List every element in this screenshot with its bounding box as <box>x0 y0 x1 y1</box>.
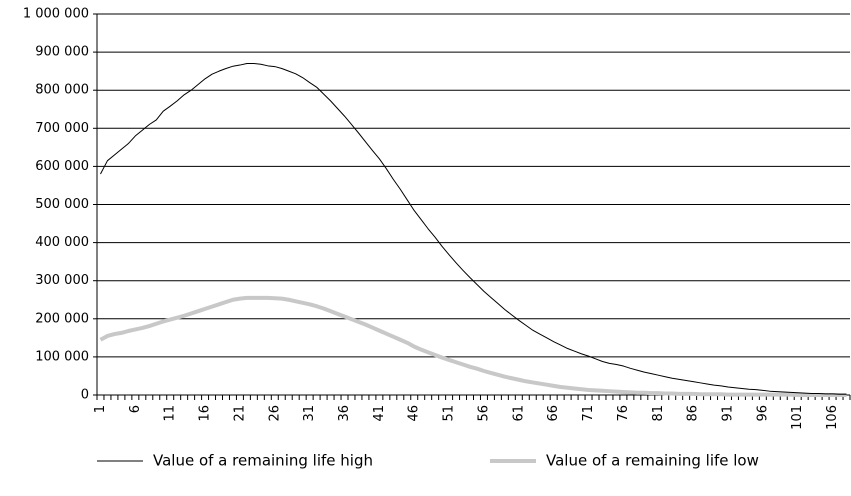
x-tick-label: 46 <box>407 405 422 422</box>
legend-label: Value of a remaining life high <box>153 452 373 470</box>
x-tick-label: 26 <box>267 405 282 422</box>
y-tick-label: 100 000 <box>35 349 89 364</box>
x-tick-label: 56 <box>476 405 491 422</box>
x-tick-label: 51 <box>442 405 457 422</box>
x-tick-label: 16 <box>198 405 213 422</box>
series-line <box>100 63 847 395</box>
x-tick-label: 31 <box>302 405 317 422</box>
y-tick-label: 500 000 <box>35 197 89 212</box>
x-tick-label: 71 <box>581 405 596 422</box>
x-tick-label: 61 <box>511 405 526 422</box>
x-tick-label: 6 <box>128 405 143 413</box>
x-tick-label: 76 <box>616 405 631 422</box>
x-tick-label: 101 <box>790 405 805 430</box>
x-tick-label: 91 <box>720 405 735 422</box>
x-tick-label: 21 <box>232 405 247 422</box>
y-tick-label: 400 000 <box>35 235 89 250</box>
x-tick-label: 81 <box>651 405 666 422</box>
y-tick-label: 800 000 <box>35 83 89 98</box>
x-tick-label: 106 <box>825 405 840 430</box>
y-tick-label: 0 <box>81 388 89 403</box>
x-tick-label: 36 <box>337 405 352 422</box>
series-line <box>99 295 847 397</box>
legend-label: Value of a remaining life low <box>546 452 759 470</box>
x-tick-label: 66 <box>546 405 561 422</box>
y-tick-label: 1 000 000 <box>23 7 89 22</box>
x-tick-label: 96 <box>755 405 770 422</box>
x-tick-label: 41 <box>372 405 387 422</box>
x-tick-label: 1 <box>93 405 108 413</box>
x-tick-label: 86 <box>686 405 701 422</box>
x-tick-label: 11 <box>163 405 178 422</box>
y-tick-label: 200 000 <box>35 311 89 326</box>
y-tick-label: 300 000 <box>35 273 89 288</box>
y-tick-label: 700 000 <box>35 121 89 136</box>
y-tick-label: 900 000 <box>35 45 89 60</box>
y-tick-label: 600 000 <box>35 159 89 174</box>
